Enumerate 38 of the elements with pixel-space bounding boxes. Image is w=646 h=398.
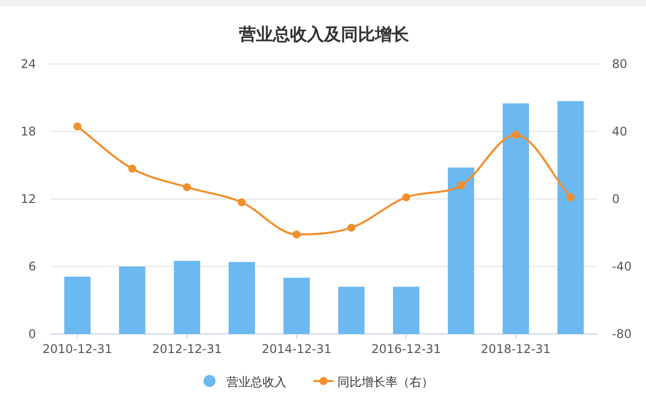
y2-tick-label: 40	[612, 124, 628, 138]
chart-title: 营业总收入及同比增长	[238, 25, 410, 45]
point	[183, 183, 191, 192]
bar	[64, 276, 91, 334]
bar	[119, 266, 146, 334]
x-tick-label: 2014-12-31	[262, 342, 332, 356]
bar	[393, 286, 420, 334]
bar	[448, 168, 474, 334]
point	[238, 198, 246, 206]
point	[73, 122, 82, 130]
bar	[338, 286, 365, 334]
y2-tick-label: -40	[612, 260, 632, 274]
bar	[557, 101, 584, 334]
legend-label: 营业总收入	[226, 375, 286, 389]
point	[566, 193, 575, 202]
point	[457, 182, 465, 190]
x-tick-label: 2010-12-31	[42, 342, 112, 356]
point	[128, 164, 136, 173]
y2-tick-label: 80	[612, 57, 628, 71]
point	[347, 224, 356, 232]
y-tick-label: 18	[20, 124, 36, 138]
bar	[502, 103, 529, 334]
bar	[174, 260, 200, 334]
bar	[283, 278, 310, 334]
y-tick-label: 24	[20, 57, 36, 71]
bar	[228, 262, 255, 334]
x-tick-label: 2018-12-31	[480, 342, 551, 356]
point	[292, 230, 301, 238]
y-tick-label: 6	[28, 260, 36, 274]
y2-tick-label: 0	[612, 192, 620, 206]
point	[512, 130, 520, 139]
y-tick-label: 12	[20, 192, 36, 206]
legend-label: 同比增长率（右）	[338, 375, 434, 389]
y2-tick-label: -80	[612, 327, 632, 341]
x-tick-label: 2016-12-31	[371, 342, 442, 356]
point	[402, 193, 410, 202]
y-tick-label: 0	[28, 327, 36, 341]
x-tick-label: 2012-12-31	[152, 342, 222, 356]
